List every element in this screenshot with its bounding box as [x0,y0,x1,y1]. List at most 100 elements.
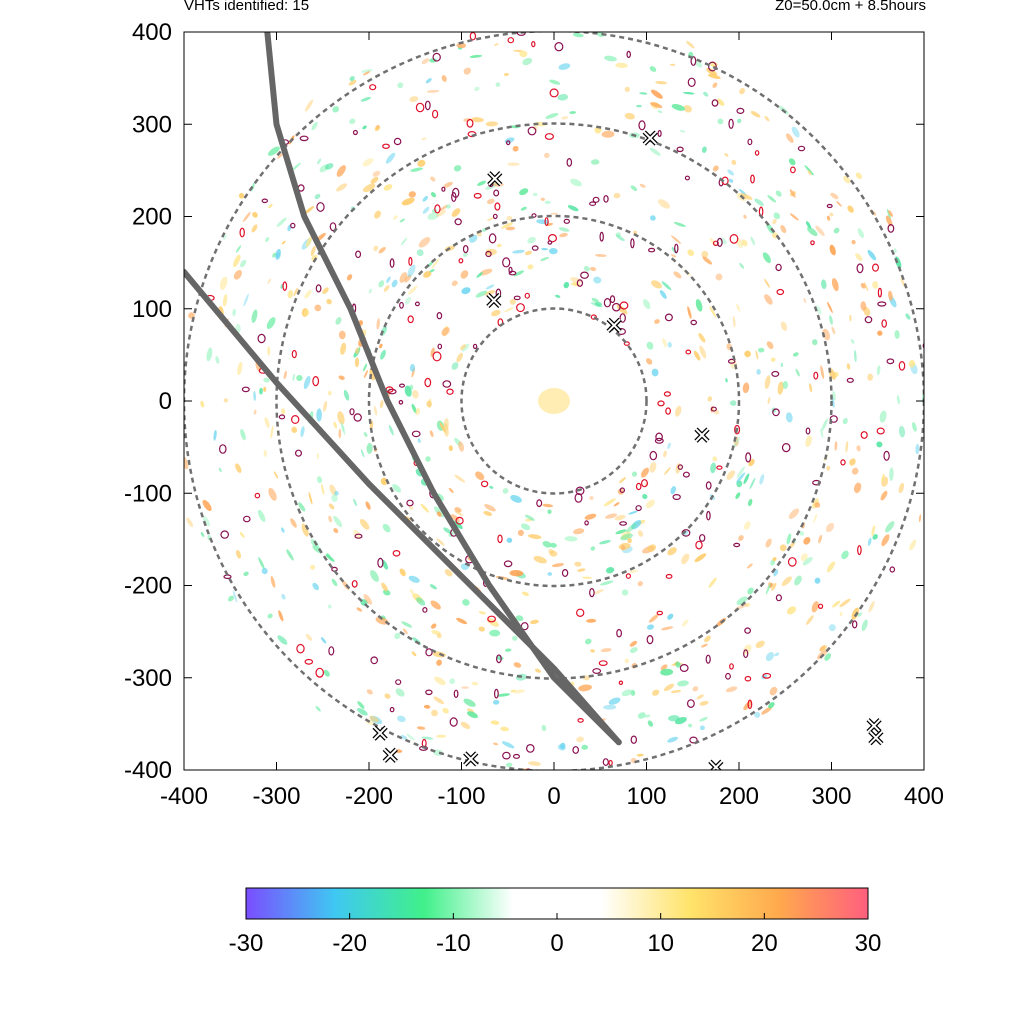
vht-contour [549,88,559,98]
vht-contour [488,233,497,244]
vorticity-blob [800,553,808,562]
vht-contour [592,196,600,203]
vorticity-blob [337,411,345,425]
vorticity-blob [881,473,885,483]
vorticity-blob [506,215,513,221]
vorticity-blob [741,239,748,247]
vorticity-blob [569,111,577,114]
vorticity-blob [642,493,648,500]
vorticity-blob [483,511,493,516]
vht-contour [826,203,833,209]
vorticity-blob [590,649,595,653]
vorticity-blob [893,248,897,253]
vht-contour [525,768,531,770]
vorticity-blob [394,632,401,640]
vorticity-blob [312,582,319,591]
vorticity-blob [510,689,516,693]
vht-contour [775,594,783,602]
vorticity-blob [828,624,836,632]
vht-contour [572,746,580,754]
vht-contour [492,213,498,220]
vorticity-blob [699,345,707,359]
vorticity-blob [314,193,321,200]
vht-contour [254,492,261,499]
vorticity-blob [474,86,480,92]
vorticity-blob [460,344,467,350]
center-blob [538,388,570,414]
vorticity-blob [737,118,742,124]
vorticity-blob [325,554,335,562]
vorticity-blob [630,185,638,191]
vorticity-blob [436,209,447,217]
vorticity-blob [712,165,719,172]
vht-contour [502,257,511,268]
vht-contour [655,432,663,442]
vorticity-blob [876,365,881,376]
vorticity-blob [639,183,646,188]
vorticity-blob [303,309,310,317]
vht-contour [728,118,734,129]
x-tick-label: 100 [626,783,666,810]
vorticity-blob [670,235,682,244]
vorticity-blob [380,349,386,360]
vorticity-blob [536,219,549,225]
vorticity-blob [444,569,453,577]
vht-contour [422,607,428,613]
vorticity-blob [712,456,718,462]
vorticity-blob [399,218,406,223]
vorticity-blob [490,720,500,725]
vorticity-blob [667,442,671,450]
vht-contour [677,464,684,470]
vorticity-blob [750,236,756,246]
vorticity-blob [369,715,379,723]
vht-marker-stroke [869,731,883,745]
vht-contour [725,672,731,680]
vorticity-blob [275,252,281,260]
vht-marker [642,130,658,146]
vht-contour [734,424,741,435]
vorticity-blob [363,363,368,372]
vorticity-blob [867,373,874,381]
vht-contour [616,628,622,638]
vorticity-blob [620,544,626,551]
vht-contour [544,133,555,140]
vorticity-blob [206,347,213,362]
vorticity-blob [615,232,622,237]
vorticity-blob [765,652,774,662]
vorticity-blob [927,400,931,408]
vorticity-blob [736,472,746,483]
vorticity-blob [485,284,495,290]
vorticity-blob [915,443,920,455]
vorticity-blob [400,237,408,246]
vorticity-blob [362,125,367,130]
vht-contour [744,675,752,682]
vht-contour [584,520,589,526]
vorticity-blob [696,694,704,700]
vorticity-blob [360,449,365,458]
vorticity-blob [603,704,617,710]
vorticity-blob [701,643,708,648]
vorticity-blob [259,387,263,395]
vorticity-blob [520,523,531,531]
vorticity-blob [742,382,750,394]
vht-contour [516,303,525,313]
vorticity-blob [425,78,432,84]
vorticity-blob [261,567,268,575]
vorticity-blob [316,452,320,460]
vht-contour [454,218,462,226]
vorticity-blob [532,192,538,197]
vorticity-blob [855,253,863,261]
vht-marker [694,427,710,443]
vorticity-blob [719,237,727,245]
vht-contour [354,533,363,539]
vht-contour [775,263,782,272]
vorticity-blob [346,274,353,281]
vorticity-blob [314,304,322,312]
vorticity-blob [717,98,725,106]
vht-contour [654,437,664,444]
vorticity-blob [850,339,855,344]
vorticity-blob [599,540,611,545]
vht-contour [312,376,320,387]
vorticity-blob [454,474,466,483]
vorticity-blob [600,648,612,653]
